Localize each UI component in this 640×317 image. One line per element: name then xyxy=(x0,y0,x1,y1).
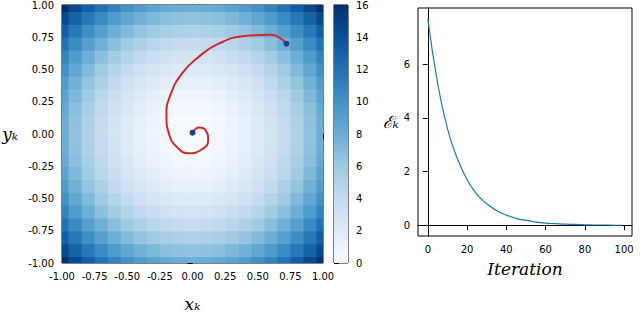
svg-text:20: 20 xyxy=(461,244,474,255)
svg-text:60: 60 xyxy=(539,244,552,255)
svg-text:2: 2 xyxy=(356,225,362,236)
svg-text:-0.75: -0.75 xyxy=(82,271,108,282)
svg-text:0.75: 0.75 xyxy=(279,271,301,282)
svg-text:6: 6 xyxy=(356,161,362,172)
svg-text:-0.50: -0.50 xyxy=(114,271,140,282)
svg-text:0: 0 xyxy=(425,244,431,255)
svg-text:0.50: 0.50 xyxy=(32,64,54,75)
svg-text:-1.00: -1.00 xyxy=(49,271,75,282)
svg-text:-0.50: -0.50 xyxy=(28,193,54,204)
svg-text:12: 12 xyxy=(356,64,369,75)
svg-text:yₖ: yₖ xyxy=(1,124,18,144)
svg-text:40: 40 xyxy=(500,244,513,255)
svg-text:10: 10 xyxy=(356,96,369,107)
svg-text:-0.25: -0.25 xyxy=(28,161,54,172)
svg-text:4: 4 xyxy=(404,112,410,123)
svg-text:0: 0 xyxy=(404,220,410,231)
svg-text:0.25: 0.25 xyxy=(214,271,236,282)
svg-text:-1.00: -1.00 xyxy=(28,258,54,269)
svg-text:1.00: 1.00 xyxy=(312,271,334,282)
svg-text:0.00: 0.00 xyxy=(181,271,203,282)
svg-text:0.25: 0.25 xyxy=(32,96,54,107)
svg-text:xₖ: xₖ xyxy=(185,294,201,314)
svg-text:2: 2 xyxy=(404,166,410,177)
svg-text:0: 0 xyxy=(356,258,362,269)
svg-text:6: 6 xyxy=(404,59,410,70)
svg-text:-0.75: -0.75 xyxy=(28,225,54,236)
svg-text:4: 4 xyxy=(356,193,362,204)
svg-text:Iteration: Iteration xyxy=(486,259,562,279)
svg-text:0.00: 0.00 xyxy=(32,129,54,140)
svg-text:1.00: 1.00 xyxy=(32,0,54,11)
svg-text:8: 8 xyxy=(356,129,362,140)
svg-text:0.75: 0.75 xyxy=(32,32,54,43)
svg-text:16: 16 xyxy=(356,0,369,11)
svg-text:ℰₖ: ℰₖ xyxy=(383,112,399,132)
svg-text:0.50: 0.50 xyxy=(247,271,269,282)
svg-text:100: 100 xyxy=(615,244,634,255)
svg-text:80: 80 xyxy=(579,244,592,255)
svg-text:-0.25: -0.25 xyxy=(147,271,173,282)
svg-text:14: 14 xyxy=(356,32,369,43)
